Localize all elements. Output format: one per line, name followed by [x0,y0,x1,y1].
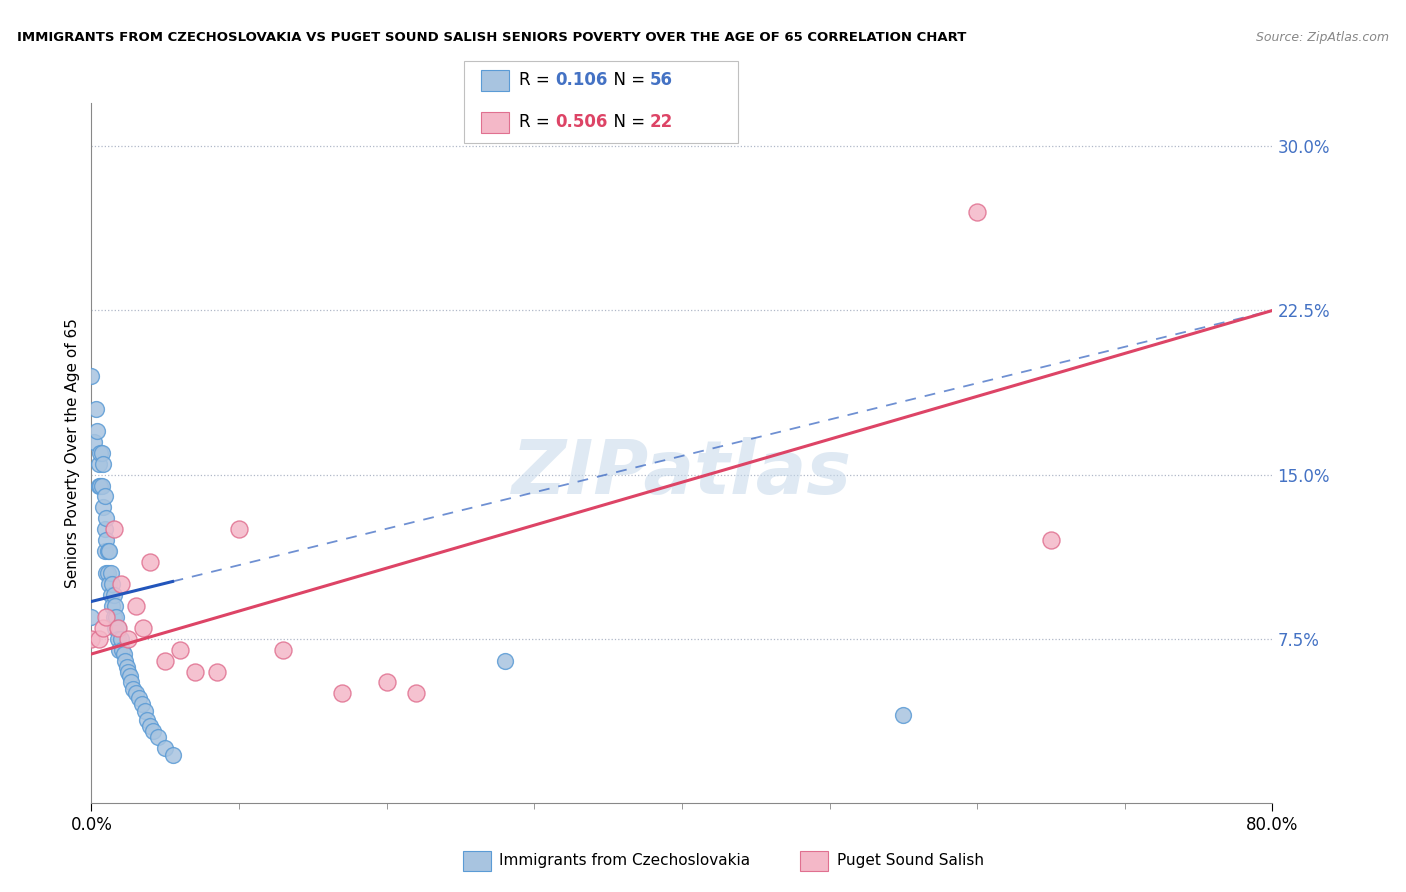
Text: IMMIGRANTS FROM CZECHOSLOVAKIA VS PUGET SOUND SALISH SENIORS POVERTY OVER THE AG: IMMIGRANTS FROM CZECHOSLOVAKIA VS PUGET … [17,31,966,45]
Point [139,719,162,733]
Point [96,609,118,624]
Text: N =: N = [603,113,651,131]
Point [103,609,125,624]
Point [100,588,122,602]
Point [96,533,118,548]
Point [96,566,118,580]
Point [89,446,111,460]
Point [86,424,108,438]
Point [91,500,114,515]
Text: 56: 56 [650,71,672,89]
Point [117,665,139,679]
Point [131,698,153,712]
Point [205,665,228,679]
Point [83,434,105,449]
Text: Source: ZipAtlas.com: Source: ZipAtlas.com [1256,31,1389,45]
Point [87,457,110,471]
Point [111,642,134,657]
Point [110,577,132,591]
Point [97,544,120,558]
Point [893,708,915,723]
Point [110,632,132,646]
Point [120,675,142,690]
Point [107,621,129,635]
Point [139,555,162,569]
Point [103,522,125,536]
Point [80,369,103,384]
Point [142,723,165,738]
Point [228,522,250,536]
Point [114,654,136,668]
Point [91,621,114,635]
Point [107,632,129,646]
Point [93,522,115,536]
Point [87,478,110,492]
Point [104,599,127,613]
Text: ZIPatlas: ZIPatlas [512,437,852,510]
Point [100,566,122,580]
Point [121,681,143,696]
Point [90,446,112,460]
Point [84,401,107,416]
Point [101,599,124,613]
Point [80,609,103,624]
Point [118,669,141,683]
Point [93,544,115,558]
Text: R =: R = [519,71,555,89]
Text: N =: N = [603,71,651,89]
Point [89,478,111,492]
Point [108,642,131,657]
Text: Immigrants from Czechoslovakia: Immigrants from Czechoslovakia [499,854,751,868]
Point [115,660,138,674]
Point [146,730,169,744]
Point [153,654,177,668]
Point [107,621,129,635]
Point [273,642,295,657]
Point [128,690,150,705]
Point [98,544,121,558]
Point [87,632,110,646]
Point [153,741,177,756]
Point [169,642,191,657]
Text: 0.106: 0.106 [555,71,607,89]
Point [112,647,135,661]
Point [96,511,118,525]
Point [93,490,115,504]
Point [80,632,103,646]
Point [124,686,148,700]
Point [103,588,125,602]
Y-axis label: Seniors Poverty Over the Age of 65: Seniors Poverty Over the Age of 65 [65,318,80,588]
Point [375,675,398,690]
Point [97,566,120,580]
Point [90,478,112,492]
Point [1040,533,1063,548]
Point [91,457,114,471]
Text: 0.506: 0.506 [555,113,607,131]
Point [124,599,148,613]
Text: R =: R = [519,113,555,131]
Point [162,747,184,762]
Point [117,632,139,646]
Point [98,577,121,591]
Point [405,686,427,700]
Point [101,577,124,591]
Text: 22: 22 [650,113,673,131]
Point [183,665,207,679]
Point [134,704,156,718]
Point [132,621,155,635]
Point [332,686,354,700]
Point [966,205,988,219]
Text: Puget Sound Salish: Puget Sound Salish [837,854,984,868]
Point [494,654,516,668]
Point [105,609,128,624]
Point [104,621,127,635]
Point [136,713,159,727]
